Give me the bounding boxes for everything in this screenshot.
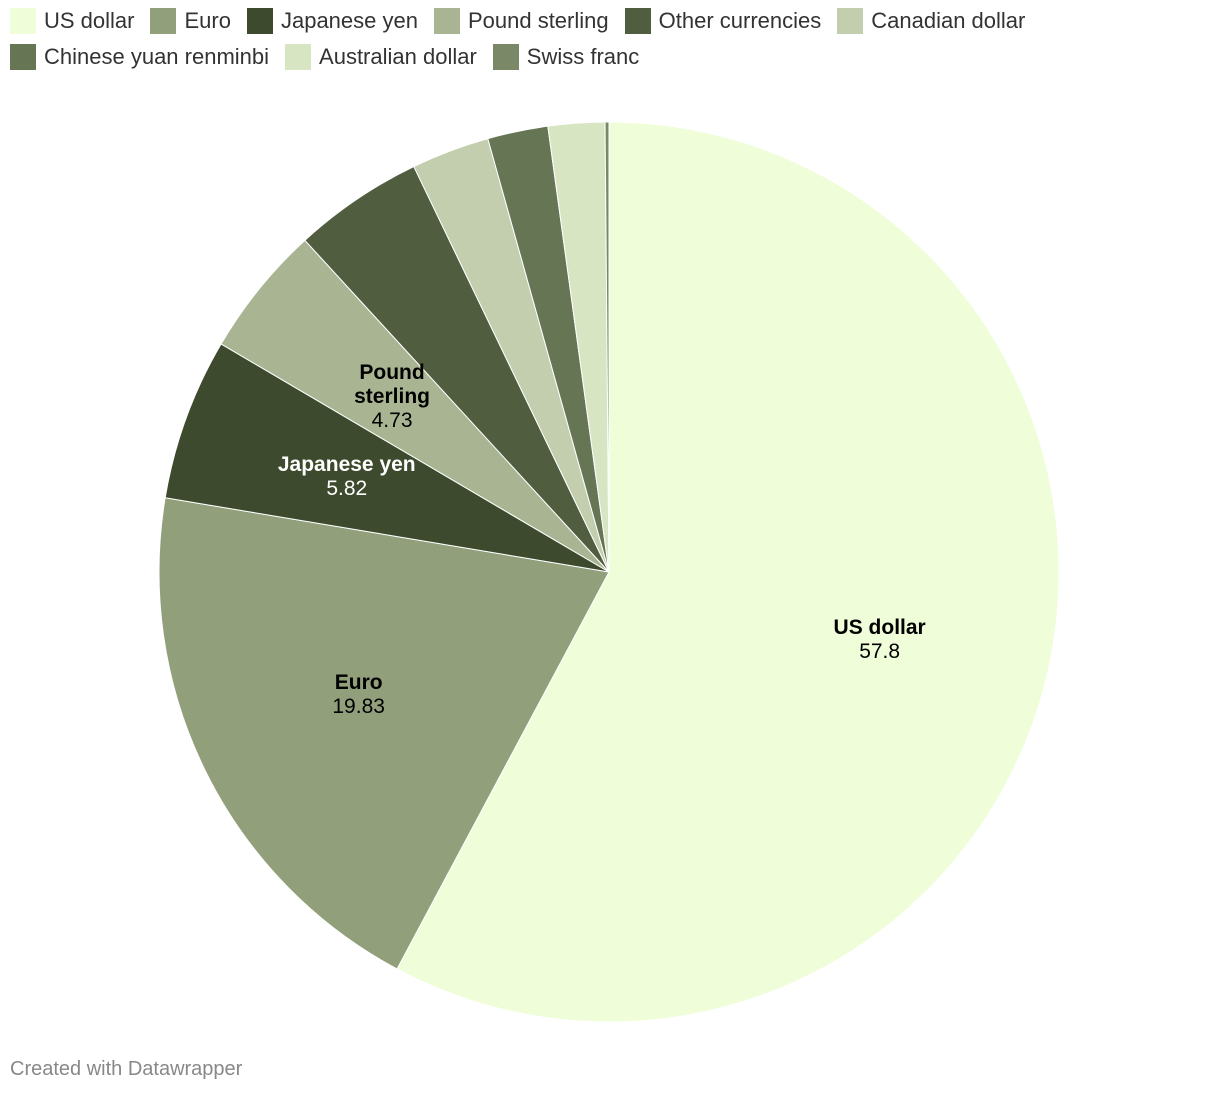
legend-swatch [10, 8, 36, 34]
legend-item: Euro [150, 8, 231, 34]
slice-value: 57.8 [859, 639, 901, 663]
pie-slice [158, 497, 610, 970]
slice-label: Pound sterling 4.73 [322, 361, 462, 433]
legend-label: Swiss franc [526, 44, 640, 69]
legend-swatch [492, 44, 519, 70]
legend-item: Australian dollar [285, 44, 477, 70]
legend-label: Canadian dollar [871, 8, 1026, 33]
legend-label: Other currencies [658, 8, 822, 33]
slice-value: 4.73 [371, 408, 413, 432]
legend-label: Japanese yen [280, 8, 418, 33]
slice-name: Euro [334, 671, 383, 695]
pie-slice [396, 121, 1060, 1023]
credit: Created with Datawrapper [10, 1058, 243, 1080]
legend-label: Chinese yuan renminbi [44, 44, 270, 69]
legend-swatch [10, 44, 36, 70]
pie-slice [604, 121, 610, 573]
slice-name: Japanese yen [277, 452, 416, 476]
slice-label: US dollar 57.8 [810, 616, 950, 664]
legend-label: Australian dollar [319, 44, 477, 69]
legend-item: US dollar [10, 8, 134, 34]
legend-swatch [624, 8, 651, 34]
pie-slice [164, 343, 610, 573]
legend-swatch [285, 44, 312, 70]
slice-label: Euro 19.83 [289, 671, 429, 719]
legend-label: Pound sterling [467, 8, 609, 33]
slice-value: 19.83 [332, 695, 385, 719]
slice-value: 5.82 [326, 476, 368, 500]
legend-label: Euro [184, 8, 231, 33]
legend-item: Canadian dollar [837, 8, 1025, 34]
legend-item: Japanese yen [246, 8, 418, 34]
legend-item: Swiss franc [492, 44, 640, 70]
legend-swatch [246, 8, 273, 34]
legend-swatch [433, 8, 460, 34]
legend: US dollar Euro Japanese yen Pound sterling O… [10, 8, 1210, 80]
legend-item: Other currencies [624, 8, 822, 34]
slice-label: Japanese yen 5.82 [277, 453, 417, 501]
legend-item: Pound sterling [433, 8, 609, 34]
slice-name: Pound sterling [354, 360, 430, 408]
legend-item: Chinese yuan renminbi [10, 44, 269, 70]
legend-swatch [837, 8, 864, 34]
legend-swatch [150, 8, 177, 34]
legend-label: US dollar [44, 8, 135, 33]
slice-name: US dollar [833, 615, 926, 639]
